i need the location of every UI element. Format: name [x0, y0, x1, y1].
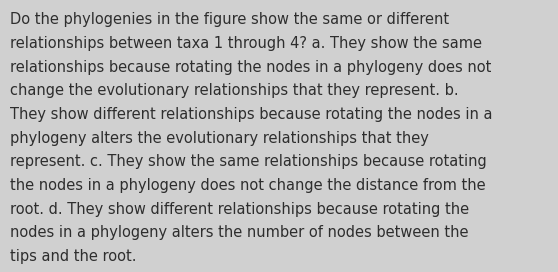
Text: Do the phylogenies in the figure show the same or different: Do the phylogenies in the figure show th… — [10, 12, 449, 27]
Text: They show different relationships because rotating the nodes in a: They show different relationships becaus… — [10, 107, 493, 122]
Text: relationships between taxa 1 through 4? a. They show the same: relationships between taxa 1 through 4? … — [10, 36, 482, 51]
Text: represent. c. They show the same relationships because rotating: represent. c. They show the same relatio… — [10, 154, 487, 169]
Text: phylogeny alters the evolutionary relationships that they: phylogeny alters the evolutionary relati… — [10, 131, 429, 146]
Text: root. d. They show different relationships because rotating the: root. d. They show different relationshi… — [10, 202, 469, 217]
Text: relationships because rotating the nodes in a phylogeny does not: relationships because rotating the nodes… — [10, 60, 492, 75]
Text: tips and the root.: tips and the root. — [10, 249, 137, 264]
Text: the nodes in a phylogeny does not change the distance from the: the nodes in a phylogeny does not change… — [10, 178, 485, 193]
Text: nodes in a phylogeny alters the number of nodes between the: nodes in a phylogeny alters the number o… — [10, 225, 469, 240]
Text: change the evolutionary relationships that they represent. b.: change the evolutionary relationships th… — [10, 83, 459, 98]
